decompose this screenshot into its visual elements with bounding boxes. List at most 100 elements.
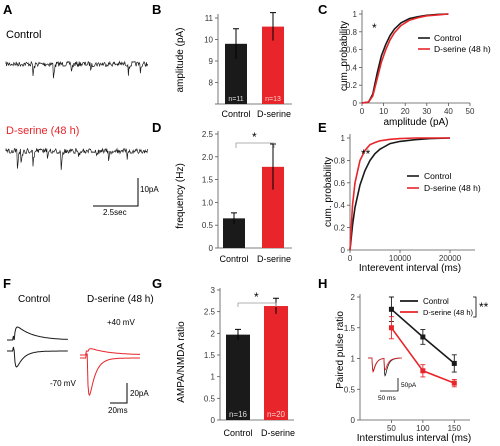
panel-h-point bbox=[420, 334, 426, 340]
panel-h-point bbox=[388, 325, 394, 331]
panel-f-scale-x: 20ms bbox=[108, 406, 128, 415]
panel-letter-c: C bbox=[318, 2, 328, 17]
panel-b-ytick-label: 10 bbox=[204, 36, 213, 45]
panel-e-xtick-label: 0 bbox=[348, 254, 353, 263]
panel-letter-e: E bbox=[318, 120, 327, 135]
panel-h-significance: ** bbox=[479, 300, 489, 314]
panel-b-bar-control bbox=[225, 43, 247, 104]
panel-c-ytick-label: 0.6 bbox=[346, 46, 358, 55]
panel-d-xtick-dserine: D-serine bbox=[257, 254, 291, 264]
panel-h-point bbox=[451, 360, 457, 366]
panel-a-control-trace bbox=[5, 60, 148, 79]
panel-b-n-control: n=11 bbox=[228, 96, 243, 103]
panel-b-xtick-control: Control bbox=[221, 109, 250, 119]
panel-letter-d: D bbox=[152, 120, 161, 135]
panel-h-inset-trace-dserine bbox=[368, 357, 402, 373]
panel-g-sig-bracket bbox=[237, 302, 277, 307]
panel-h-inset-scale-y: 50pA bbox=[401, 382, 417, 389]
panel-h-xtick-label: 150 bbox=[448, 424, 462, 433]
panel-g-ytick-label: 2.5 bbox=[204, 308, 216, 317]
panel-c-chart: cum. probability 00.20.40.60.810 10 20 30 40… bbox=[339, 10, 491, 128]
panel-c-ytick-label: 0.8 bbox=[346, 28, 358, 37]
panel-e-ytick-label: 0.4 bbox=[334, 201, 346, 210]
panel-d-bar-dserine bbox=[262, 166, 284, 248]
panel-h-xtick-label: 100 bbox=[416, 424, 430, 433]
panel-e-ytick-label: 0 bbox=[341, 246, 346, 255]
panel-a-control-label: Control bbox=[6, 29, 41, 41]
panel-letter-b: B bbox=[152, 2, 161, 17]
panel-c-ytick-label: 1 bbox=[353, 10, 358, 19]
panel-a-scale-bar bbox=[93, 178, 139, 207]
panel-h-legend-bracket bbox=[473, 296, 477, 318]
panel-f-dserine-trace-plus40 bbox=[80, 348, 140, 356]
panel-g-bar-control bbox=[226, 334, 250, 420]
panel-e-legend-dserine: D-serine (48 h) bbox=[424, 183, 481, 193]
panel-b-bar-dserine bbox=[262, 26, 284, 105]
panel-g-ytick-label: 3 bbox=[211, 286, 216, 295]
panel-d-ylabel: frequency (Hz) bbox=[175, 163, 186, 229]
panel-g-ylabel: AMPA/NMDA ratio bbox=[176, 321, 187, 403]
panel-c-ytick-label: 0.4 bbox=[346, 63, 358, 72]
panel-h-point bbox=[388, 306, 394, 312]
panel-c-xlabel: amplitude (pA) bbox=[383, 117, 448, 128]
panel-g-xtick-dserine: D-serine bbox=[261, 428, 295, 438]
panel-c-xtick-label: 40 bbox=[444, 107, 453, 116]
panel-h-chart: Paired pulse ratio 0 0.5 1 1.5 2 50 100 150 Con… bbox=[335, 293, 489, 444]
panel-c-legend-control: Control bbox=[434, 33, 462, 43]
panel-c-ytick-label: 0 bbox=[353, 99, 358, 108]
panel-g-ytick-label: 0.5 bbox=[204, 394, 216, 403]
panel-h-ytick-label: 2 bbox=[351, 293, 356, 302]
panel-e-xtick-label: 10000 bbox=[389, 254, 412, 263]
panel-a-scale-y: 10pA bbox=[140, 185, 159, 194]
panel-a-dserine-label: D-serine (48 h) bbox=[6, 125, 79, 137]
panel-d-ytick-label: 0 bbox=[209, 244, 214, 253]
panel-g-error-control bbox=[235, 328, 241, 340]
panel-g-ytick-label: 1 bbox=[211, 373, 216, 382]
panel-h-point bbox=[420, 368, 426, 374]
panel-c-xtick-label: 50 bbox=[466, 107, 475, 116]
panel-h-xtick-label: 50 bbox=[387, 424, 396, 433]
panel-e-chart: cum. probability 0 0.2 0.4 0.6 0.8 1 0 10000 200… bbox=[323, 134, 481, 274]
panel-f-control-label: Control bbox=[18, 294, 50, 305]
panel-h-inset-scale-bar bbox=[380, 378, 399, 392]
panel-letter-g: G bbox=[152, 276, 162, 291]
panel-f-dserine-trace-minus70 bbox=[80, 353, 140, 397]
panel-e-line-control bbox=[349, 137, 451, 251]
panel-g-n-dserine: n=20 bbox=[267, 410, 286, 419]
panel-c-xtick-label: 0 bbox=[360, 107, 365, 116]
panel-c-xtick-label: 10 bbox=[379, 107, 388, 116]
panel-b-error-dserine bbox=[270, 12, 276, 41]
panel-c-ylabel: cum. probability bbox=[339, 21, 350, 91]
panel-h-ytick-label: 0.5 bbox=[344, 385, 356, 394]
panel-e-xtick-label: 20000 bbox=[439, 254, 462, 263]
panel-b-ytick-label: 11 bbox=[205, 14, 214, 23]
panel-d-ytick-label: 1.0 bbox=[202, 198, 214, 207]
panel-e-ytick-label: 0.2 bbox=[334, 224, 346, 233]
panel-a-scale-x: 2.5sec bbox=[103, 208, 127, 217]
panel-g-chart: AMPA/NMDA ratio 0 0.5 1 1.5 2 2.5 3 * n=16 n=2… bbox=[176, 286, 295, 438]
panel-f-control-trace-plus40 bbox=[7, 326, 68, 341]
panel-h-inset-trace-control bbox=[368, 357, 402, 377]
panel-c-line-dserine bbox=[361, 13, 449, 104]
panel-letter-a: A bbox=[3, 2, 13, 17]
panel-g-ytick-label: 1.5 bbox=[204, 351, 216, 360]
panel-f-control-trace-minus70 bbox=[7, 346, 68, 368]
panel-d-ytick-label: 2.5 bbox=[202, 130, 214, 139]
panel-b-ylabel: amplitude (pA) bbox=[175, 27, 186, 92]
panel-h-ytick-label: 1.5 bbox=[344, 324, 356, 333]
panel-letter-h: H bbox=[318, 276, 327, 291]
panel-d-bar-control bbox=[223, 218, 245, 248]
panel-f-dserine-label: D-serine (48 h) bbox=[87, 294, 154, 305]
panel-d-xtick-control: Control bbox=[219, 254, 248, 264]
panel-g-ytick-label: 2 bbox=[211, 329, 216, 338]
panel-c-xtick-label: 20 bbox=[401, 107, 410, 116]
panel-h-ylabel: Paired pulse ratio bbox=[335, 311, 346, 389]
panel-a-dserine-trace bbox=[5, 147, 148, 170]
panel-c-xtick-label: 30 bbox=[422, 107, 431, 116]
panel-b-xtick-dserine: D-serine bbox=[257, 109, 291, 119]
panel-e-line-dserine bbox=[349, 137, 450, 251]
panel-b-ytick-label: 9 bbox=[209, 57, 214, 66]
panel-b-error-control bbox=[233, 28, 239, 59]
panel-f-scale-y: 20pA bbox=[130, 389, 149, 398]
panel-d-ytick-label: 0.5 bbox=[202, 221, 214, 230]
